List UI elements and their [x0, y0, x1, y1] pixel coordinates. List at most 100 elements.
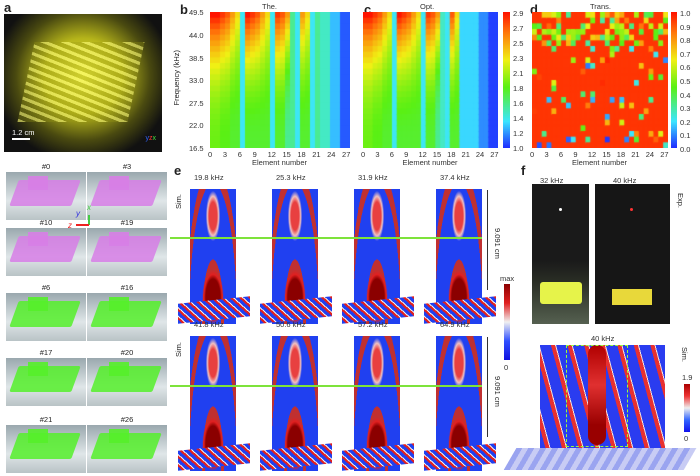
colorbar-max: 1.9: [682, 373, 693, 382]
green-reference-line: [170, 237, 482, 239]
exp-label: Exp.: [676, 193, 685, 209]
x-tick-label: 0: [530, 150, 535, 159]
x-axis-label: Element number: [572, 158, 628, 167]
unit-cell-render: [87, 228, 167, 276]
colorbar-tick: 0.7: [680, 49, 691, 59]
x-tick-label: 15: [602, 150, 611, 159]
colorbar-tick: 0.8: [680, 36, 691, 46]
x-tick-label: 21: [312, 150, 321, 159]
colorbar-min: 0: [504, 363, 509, 372]
unit-cell-render: [6, 358, 86, 406]
x-tick-label: 18: [616, 150, 626, 159]
colorbar-tick: 0.9: [680, 22, 691, 32]
axes-triad-icon: yzx: [145, 135, 157, 142]
frequency-label: 50.6 kHz: [276, 320, 306, 329]
chart-title: Opt.: [420, 2, 435, 11]
x-tick-label: 24: [645, 150, 655, 159]
colorbar-tick: 1.6: [513, 99, 524, 108]
chart-title: The.: [262, 2, 278, 11]
frequency-label: 25.3 kHz: [276, 173, 306, 182]
x-tick-label: 0: [361, 150, 366, 159]
distance-label: 9.091 cm: [493, 376, 502, 407]
tile-label: #0: [41, 162, 51, 171]
x-tick-label: 18: [297, 150, 306, 159]
colorbar-tick: 0.4: [680, 90, 691, 100]
y-tick-label: 16.5: [189, 144, 204, 153]
tile-label: #10: [39, 218, 53, 227]
y-tick-label: 49.5: [189, 8, 204, 18]
green-reference-line: [170, 385, 482, 387]
photo-label: 32 kHz: [540, 176, 564, 185]
y-tick-label: 33.0: [189, 76, 204, 86]
tile-label: #21: [39, 415, 53, 424]
panel-label-b: b: [180, 2, 188, 17]
x-tick-label: 3: [375, 150, 380, 159]
distance-arrow: [487, 190, 488, 290]
x-axis-label: Element number: [402, 158, 458, 167]
simulation-base-slab: [424, 443, 496, 471]
scale-bar: [12, 138, 30, 140]
panel-label-c: c: [364, 2, 372, 17]
simulation-40khz: [540, 345, 665, 455]
chart-title: Trans.: [590, 2, 611, 11]
simulation-base-slab: [178, 443, 250, 471]
x-axis-label: Element number: [252, 158, 308, 167]
colorbar-tick: 2.5: [513, 39, 524, 48]
colorbar-max: max: [500, 274, 515, 283]
y-tick-label: 22.0: [189, 121, 204, 131]
colorbar: [684, 384, 690, 432]
colorbar-tick: 1.4: [513, 114, 524, 123]
distance-arrow: [487, 337, 488, 437]
heatmap-optimized: [363, 12, 498, 148]
frequency-label: 31.9 kHz: [358, 173, 388, 182]
panel-label-d: d: [530, 2, 538, 17]
colorbar-tick: 2.7: [513, 24, 524, 33]
y-tick-label: 27.5: [189, 98, 204, 108]
x-tick-label: 24: [475, 150, 485, 159]
unit-cell-render: [87, 293, 167, 341]
x-tick-label: 9: [404, 150, 409, 159]
x-tick-label: 6: [389, 150, 394, 159]
x-tick-label: 27: [490, 150, 499, 159]
tile-label: #6: [41, 283, 51, 292]
unit-cell-render: [87, 172, 167, 220]
panel-label-e: e: [174, 163, 182, 178]
colorbar-min: 0: [684, 434, 689, 443]
x-tick-label: 15: [282, 150, 291, 159]
unit-cell-render: [6, 293, 86, 341]
frequency-label: 64.9 kHz: [440, 320, 470, 329]
distance-label: 9.091 cm: [493, 228, 502, 259]
tile-label: #19: [120, 218, 134, 227]
x-tick-label: 3: [544, 150, 549, 159]
x-tick-label: 12: [587, 150, 597, 159]
levitated-particle: [630, 208, 633, 211]
frequency-label: 57.2 kHz: [358, 320, 388, 329]
tile-label: #3: [122, 162, 132, 171]
colorbar: [671, 12, 677, 148]
colorbar-tick: 0.1: [680, 131, 691, 141]
x-tick-label: 18: [447, 150, 456, 159]
metamaterial-photo: 1.2 cm yzx: [4, 14, 162, 152]
heatmap-theoretical: [210, 12, 350, 148]
colorbar-tick: 1.2: [513, 129, 524, 138]
y-axis-label: Frequency (kHz): [172, 50, 181, 106]
y-tick-label: 38.5: [189, 53, 204, 63]
tile-label: #26: [120, 415, 134, 424]
x-tick-label: 6: [237, 150, 242, 159]
simulation-base-slab: [342, 443, 414, 471]
tile-label: #17: [39, 348, 53, 357]
colorbar-tick: 1.0: [513, 144, 524, 153]
panel-label-a: a: [4, 0, 12, 15]
heatmap-transmission: [532, 12, 668, 148]
row-label-sim: Sim.: [174, 342, 183, 357]
tile-label: #20: [120, 348, 134, 357]
colorbar-tick: 0.3: [680, 104, 691, 114]
panel-label-f: f: [521, 163, 526, 178]
x-tick-label: 0: [208, 150, 213, 159]
row-label-sim: Sim.: [174, 194, 183, 209]
frequency-label: 41.8 kHz: [194, 320, 224, 329]
colorbar-tick: 2.1: [513, 69, 524, 78]
unit-cell-render: [6, 425, 86, 473]
colorbar-tick: 1.8: [513, 84, 524, 93]
x-tick-label: 27: [342, 150, 351, 159]
